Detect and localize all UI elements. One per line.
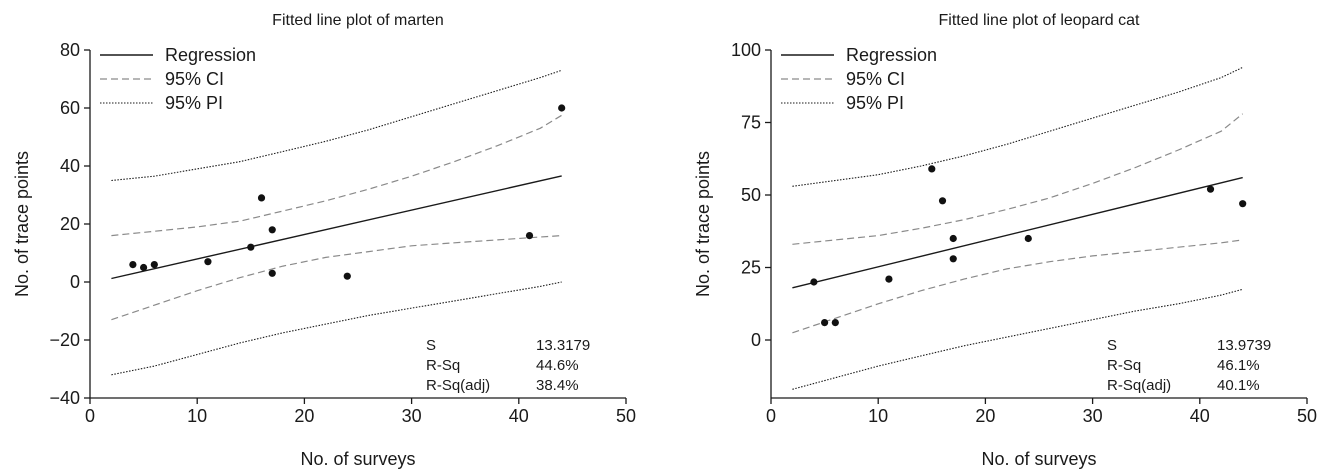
stat-value: 44.6%	[536, 357, 579, 374]
marten-data-point	[140, 263, 148, 272]
marten-pi-upper-line	[111, 69, 562, 182]
marten-x-tick-label: 30	[402, 406, 422, 426]
marten-data-point	[558, 104, 566, 112]
leopard-cat-data-point	[821, 319, 829, 327]
stat-label: S	[426, 337, 436, 354]
leopard-cat-data-point	[1239, 200, 1247, 208]
leopard-cat-ci-upper-line	[792, 113, 1244, 245]
legend-pi-label: 95% PI	[846, 93, 904, 113]
legend-ci-label: 95% CI	[165, 69, 224, 89]
legend-ci-label: 95% CI	[846, 69, 905, 89]
leopard-cat-y-tick-label: 75	[741, 113, 761, 133]
stat-value: 46.1%	[1217, 357, 1260, 374]
leopard-cat-ci-lower-line	[792, 239, 1243, 334]
leopard-cat-data-point	[885, 275, 893, 283]
leopard-cat-pi-lower-line	[792, 288, 1243, 390]
marten-y-axis-label: No. of trace points	[12, 151, 32, 297]
marten-y-tick-label: 0	[70, 272, 80, 292]
marten-x-tick-label: 50	[616, 406, 636, 426]
leopard-cat-legend: Regression 95% CI 95% PI	[781, 45, 937, 113]
leopard-cat-y-tick-label: 100	[731, 40, 761, 60]
leopard-cat-x-tick-label: 40	[1190, 406, 1210, 426]
leopard-cat-pi-upper-line	[792, 66, 1243, 187]
leopard-cat-regression-line	[792, 176, 1243, 289]
leopard-cat-data-point	[1024, 234, 1032, 243]
marten-y-tick-label: 80	[60, 40, 80, 60]
marten-data-point	[257, 194, 266, 202]
marten-stats: S 13.3179 R-Sq 44.6% R-Sq(adj) 38.4%	[426, 337, 590, 394]
marten-data-point	[525, 232, 534, 240]
marten-y-tick-label: 20	[60, 214, 80, 234]
leopard-cat-y-axis-label: No. of trace points	[693, 151, 713, 297]
leopard-cat-x-axis-label: No. of surveys	[981, 449, 1096, 469]
marten-y-tick-label: −20	[49, 330, 80, 350]
marten-ci-lower-line	[111, 235, 562, 321]
marten-x-axis-label: No. of surveys	[300, 449, 415, 469]
leopard-cat-data-point	[810, 278, 818, 286]
stat-value: 13.9739	[1217, 337, 1271, 354]
marten-data-point	[150, 261, 158, 269]
leopard-cat-x-tick-label: 0	[766, 406, 776, 426]
stat-label: R-Sq(adj)	[426, 377, 490, 394]
marten-x-tick-label: 0	[85, 406, 95, 426]
marten-pi-lower-line	[111, 281, 562, 376]
leopard-cat-data-point	[1206, 185, 1215, 193]
leopard-cat-chart: Fitted line plot of leopard cat 0 10 20 30 40…	[693, 12, 1317, 469]
marten-data-point	[204, 258, 212, 266]
leopard-cat-y-tick-label: 50	[741, 185, 761, 205]
marten-y-tick-label: −40	[49, 388, 80, 408]
stat-label: S	[1107, 337, 1117, 354]
marten-data-point	[268, 226, 276, 234]
leopard-cat-stats: S 13.9739 R-Sq 46.1% R-Sq(adj) 40.1%	[1107, 337, 1271, 394]
stat-value: 38.4%	[536, 377, 579, 394]
leopard-cat-x-tick-label: 50	[1297, 406, 1317, 426]
marten-data-point	[268, 269, 276, 277]
stat-value: 40.1%	[1217, 377, 1260, 394]
marten-chart: Fitted line plot of marten 0 10 20 30 40 50 −40…	[12, 12, 636, 469]
marten-y-tick-label: 40	[60, 156, 80, 176]
marten-data-point	[129, 261, 137, 269]
marten-chart-title: Fitted line plot of marten	[272, 12, 444, 29]
leopard-cat-data-point	[949, 255, 957, 263]
marten-legend: Regression 95% CI 95% PI	[100, 45, 256, 113]
legend-regression-label: Regression	[846, 45, 937, 65]
leopard-cat-data-point	[831, 319, 839, 327]
stat-label: R-Sq	[1107, 357, 1141, 374]
marten-x-tick-label: 40	[509, 406, 529, 426]
legend-regression-label: Regression	[165, 45, 256, 65]
leopard-cat-x-tick-label: 30	[1083, 406, 1103, 426]
leopard-cat-y-tick-label: 0	[751, 330, 761, 350]
leopard-cat-chart-title: Fitted line plot of leopard cat	[938, 12, 1140, 29]
marten-regression-line	[111, 175, 562, 280]
marten-x-tick-label: 20	[294, 406, 314, 426]
leopard-cat-data-point	[938, 197, 947, 205]
leopard-cat-x-tick-label: 10	[868, 406, 888, 426]
stat-label: R-Sq	[426, 357, 460, 374]
stat-value: 13.3179	[536, 337, 590, 354]
legend-pi-label: 95% PI	[165, 93, 223, 113]
marten-x-tick-label: 10	[187, 406, 207, 426]
leopard-cat-y-tick-label: 25	[741, 258, 761, 278]
marten-ci-upper-line	[111, 114, 563, 237]
marten-data-point	[247, 243, 255, 251]
leopard-cat-data-point	[949, 234, 957, 243]
leopard-cat-x-tick-label: 20	[975, 406, 995, 426]
marten-data-point	[343, 272, 351, 280]
stat-label: R-Sq(adj)	[1107, 377, 1171, 394]
leopard-cat-data-point	[928, 165, 936, 173]
marten-y-tick-label: 60	[60, 98, 80, 118]
